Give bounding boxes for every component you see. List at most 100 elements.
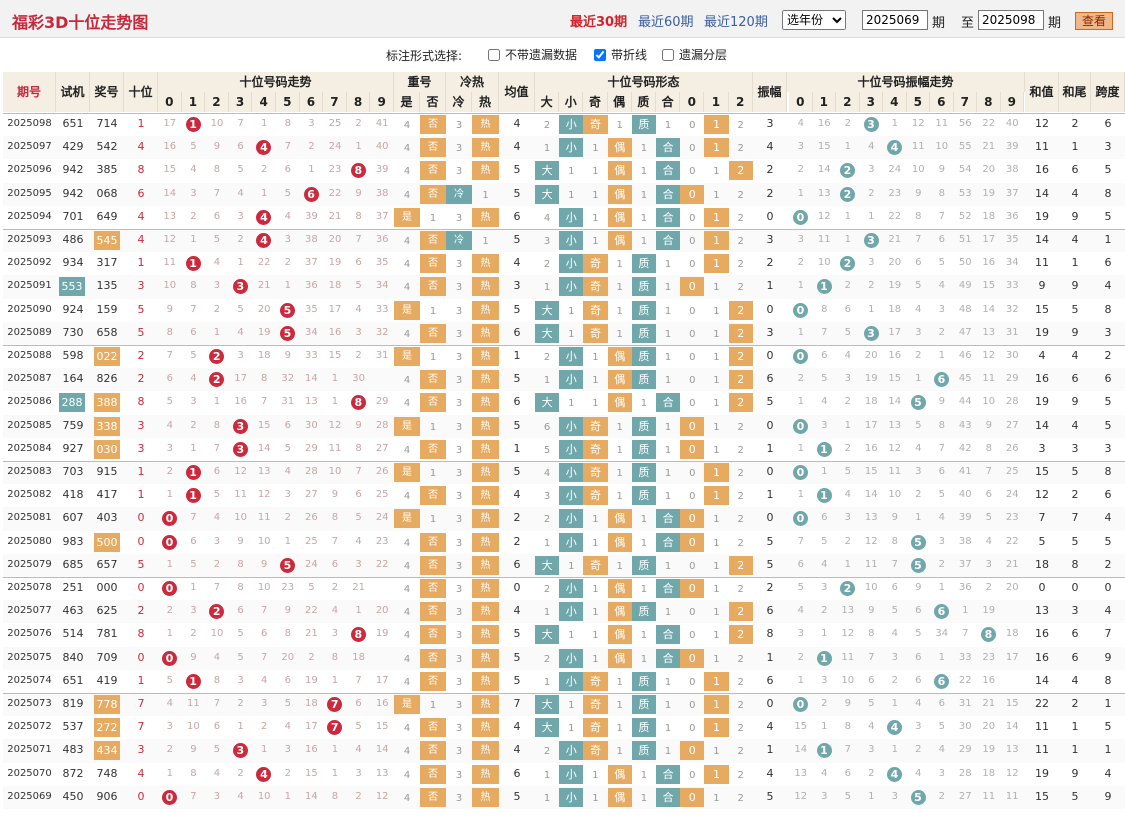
- row-junzhi: 5: [513, 302, 521, 316]
- row-shiwei: 1: [137, 117, 145, 130]
- row-shiji: 685: [62, 557, 84, 571]
- zhenfu-miss: 27: [1005, 419, 1019, 431]
- row-chong-fou: 否: [420, 161, 446, 181]
- row-da: 1: [543, 143, 551, 155]
- trend-miss: 8: [166, 326, 173, 338]
- row-chong-fou: 否: [420, 718, 446, 738]
- trend-miss: 20: [281, 651, 295, 663]
- table-row: [3, 716, 1125, 740]
- trend-miss: 8: [331, 790, 339, 802]
- trend-miss: 10: [210, 628, 224, 640]
- trend-ball: 0: [162, 511, 177, 527]
- row-road-2: 2: [728, 323, 753, 343]
- row-shiji: 537: [62, 720, 84, 734]
- trend-miss: 2: [308, 651, 315, 663]
- range-120-link[interactable]: 最近120期: [704, 15, 768, 30]
- row-road-1: 1: [713, 352, 720, 363]
- zhenfu-ball: 0: [793, 511, 808, 527]
- zhenfu-miss: 2: [938, 790, 945, 802]
- row-zhenfu: 0: [766, 511, 774, 525]
- row-road-0: 0: [689, 560, 696, 572]
- row-hewei: 4: [1071, 186, 1079, 200]
- zhenfu-miss: 12: [841, 628, 855, 640]
- query-button[interactable]: 查看: [1075, 12, 1113, 30]
- row-zhenfu: 0: [766, 465, 774, 478]
- row-jianghao: 417: [96, 488, 118, 502]
- zhenfu-miss: 12: [1005, 767, 1019, 779]
- zhenfu-miss: 4: [797, 605, 804, 617]
- row-zhi: 质: [631, 254, 656, 274]
- zhenfu-miss: 5: [915, 628, 922, 640]
- row-qihao: 2025095: [7, 187, 52, 199]
- row-chong-shi: 4: [403, 282, 411, 294]
- to-period-input[interactable]: [978, 10, 1044, 30]
- row-road-0: 0: [680, 277, 705, 297]
- row-chong-fou: 否: [420, 579, 446, 598]
- zhenfu-miss: 6: [868, 674, 875, 686]
- row-he: 合: [656, 509, 681, 529]
- range-60-link[interactable]: 最近60期: [638, 15, 694, 30]
- zhenfu-miss: 1: [891, 744, 898, 756]
- row-kuadu: 4: [1104, 279, 1112, 293]
- layer-checkbox[interactable]: [662, 48, 674, 61]
- trend-miss: 23: [328, 164, 342, 176]
- zhenfu-miss: 1: [797, 326, 804, 338]
- row-kuadu: 6: [1104, 117, 1112, 130]
- row-re: 热: [472, 439, 499, 459]
- row-ji: 1: [592, 514, 599, 526]
- trend-miss: 4: [213, 512, 221, 524]
- zhenfu-miss: 2: [797, 257, 804, 269]
- row-ji: 奇: [583, 741, 608, 761]
- trend-miss: 6: [237, 141, 244, 153]
- row-shiji: 486: [62, 233, 84, 246]
- zhenfu-miss: 20: [1005, 582, 1019, 593]
- row-junzhi: 4: [513, 743, 521, 757]
- row-zhenfu: 3: [766, 117, 774, 130]
- trend-miss: 1: [284, 790, 291, 802]
- row-qihao: 2025092: [7, 257, 52, 269]
- from-period-input[interactable]: [862, 10, 928, 30]
- trend-miss: 15: [163, 164, 177, 176]
- row-zhenfu: 5: [766, 789, 774, 803]
- trend-miss: 14: [305, 373, 318, 385]
- zhenfu-ball: 0: [793, 465, 808, 480]
- option-line[interactable]: 带折线: [594, 46, 647, 63]
- row-road-1: 1: [713, 189, 720, 201]
- row-qihao: 2025087: [7, 373, 52, 385]
- row-leng: 3: [455, 746, 463, 758]
- zhenfu-miss: 15: [1005, 698, 1019, 709]
- row-ji: 奇: [583, 671, 608, 691]
- row-qihao: 2025089: [7, 326, 52, 338]
- trend-miss: 3: [166, 442, 173, 454]
- trend-miss: 3: [261, 698, 268, 709]
- zhenfu-miss: 4: [915, 767, 922, 779]
- zhenfu-miss: 16: [982, 674, 996, 686]
- row-re: 热: [472, 579, 499, 598]
- range-30-link[interactable]: 最近30期: [570, 15, 628, 30]
- row-road-2: 2: [737, 212, 744, 224]
- line-checkbox[interactable]: [594, 48, 606, 61]
- header-xiao: 小: [559, 92, 584, 112]
- trend-miss: 18: [257, 350, 271, 361]
- trend-miss: 6: [190, 326, 197, 338]
- row-qihao: 2025070: [7, 767, 52, 779]
- zhenfu-miss: 8: [938, 419, 945, 431]
- year-select[interactable]: 选年份: [782, 10, 846, 30]
- row-hewei: 6: [1071, 650, 1079, 664]
- no-miss-checkbox[interactable]: [488, 48, 500, 61]
- row-ji: 奇: [583, 277, 608, 297]
- row-xiao: 小: [559, 486, 584, 506]
- row-chong-shi: 4: [403, 584, 411, 595]
- row-qihao: 2025098: [7, 118, 52, 129]
- row-zhenfu: 2: [766, 163, 774, 177]
- option-layer[interactable]: 遗漏分层: [662, 46, 727, 63]
- option-no-miss[interactable]: 不带遗漏数据: [488, 46, 577, 63]
- trend-miss: 19: [305, 674, 318, 686]
- zhenfu-miss: 40: [958, 489, 972, 501]
- row-kuadu: 5: [1104, 534, 1112, 548]
- row-hezhi: 16: [1035, 627, 1049, 641]
- trend-miss: 2: [284, 512, 291, 524]
- row-ou: 偶: [607, 787, 632, 807]
- row-jianghao: 000: [96, 581, 118, 594]
- trend-miss: 19: [328, 257, 342, 269]
